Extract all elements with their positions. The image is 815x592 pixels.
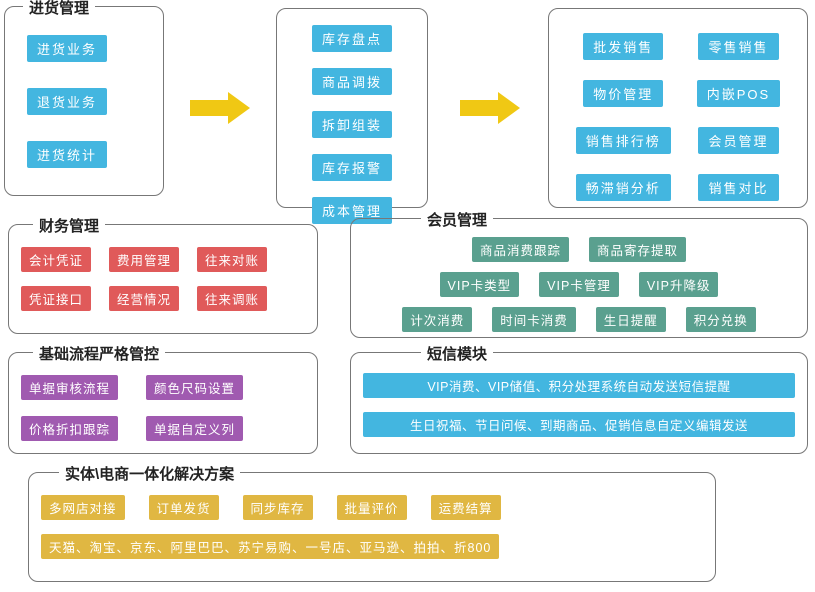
panel-ecommerce: 实体\电商一体化解决方案 多网店对接订单发货同步库存批量评价运费结算天猫、淘宝、… [28, 472, 716, 582]
purchase-items: 进货业务退货业务进货统计 [13, 31, 155, 172]
tag: 费用管理 [109, 247, 179, 272]
sales-cols: 批发销售物价管理销售排行榜畅滞销分析零售销售内嵌POS会员管理销售对比 [557, 29, 799, 205]
tag: 时间卡消费 [492, 307, 576, 332]
tag: 生日祝福、节日问候、到期商品、促销信息自定义编辑发送 [363, 412, 795, 437]
tag: 经营情况 [109, 286, 179, 311]
tag: 订单发货 [149, 495, 219, 520]
process-items: 单据审核流程 颜色尺码设置价格折扣跟踪 单据自定义列 [17, 371, 309, 445]
arrow-body [460, 100, 498, 116]
tag: 会员管理 [698, 127, 778, 154]
tag: 颜色尺码设置 [146, 375, 243, 400]
member-row: VIP卡类型 VIP卡管理 VIP升降级 [359, 268, 799, 301]
tag: 会计凭证 [21, 247, 91, 272]
panel-title-sms: 短信模块 [421, 343, 493, 364]
tag: 往来对账 [197, 247, 267, 272]
tag: 进货统计 [27, 141, 107, 168]
panel-process: 基础流程严格管控 单据审核流程颜色尺码设置价格折扣跟踪单据自定义列 [8, 352, 318, 454]
panel-title-purchase: 进货管理 [23, 0, 95, 18]
ecommerce-row: 天猫、淘宝、京东、阿里巴巴、苏宁易购、一号店、亚马逊、拍拍、折800 [37, 530, 707, 563]
tag: 进货业务 [27, 35, 107, 62]
sales-col: 零售销售内嵌POS 会员管理销售对比 [693, 29, 784, 205]
tag: 价格折扣跟踪 [21, 416, 118, 441]
tag: VIP卡类型 [440, 272, 520, 297]
sms-items: VIP消费、VIP储值、积分处理系统自动发送短信提醒生日祝福、节日问候、到期商品… [359, 369, 799, 441]
tag: 物价管理 [583, 80, 663, 107]
member-row: 商品消费跟踪商品寄存提取 [359, 233, 799, 266]
tag: 内嵌POS [697, 80, 780, 107]
arrow-head [228, 92, 250, 124]
tag: 商品寄存提取 [589, 237, 686, 262]
ecommerce-rows: 多网店对接订单发货同步库存批量评价运费结算天猫、淘宝、京东、阿里巴巴、苏宁易购、… [37, 491, 707, 563]
ecommerce-row: 多网店对接订单发货同步库存批量评价运费结算 [37, 491, 707, 524]
inventory-items: 库存盘点商品调拨拆卸组装库存报警成本管理 [285, 21, 419, 228]
tag: 库存报警 [312, 154, 392, 181]
panel-sales: 批发销售物价管理销售排行榜畅滞销分析零售销售内嵌POS会员管理销售对比 [548, 8, 808, 208]
tag: 单据自定义列 [146, 416, 243, 441]
member-row: 计次消费时间卡消费生日提醒积分兑换 [359, 303, 799, 336]
arrow-body [190, 100, 228, 116]
panel-inventory: 库存盘点商品调拨拆卸组装库存报警成本管理 [276, 8, 428, 208]
tag: VIP消费、VIP储值、积分处理系统自动发送短信提醒 [363, 373, 795, 398]
panel-title-member: 会员管理 [421, 209, 493, 230]
tag: 批发销售 [583, 33, 663, 60]
tag: 单据审核流程 [21, 375, 118, 400]
tag: 往来调账 [197, 286, 267, 311]
tag: 退货业务 [27, 88, 107, 115]
finance-items: 会计凭证费用管理往来对账凭证接口经营情况往来调账 [17, 243, 309, 315]
tag: 凭证接口 [21, 286, 91, 311]
arrow-head [498, 92, 520, 124]
tag: 拆卸组装 [312, 111, 392, 138]
tag: 零售销售 [698, 33, 778, 60]
tag: VIP升降级 [639, 272, 719, 297]
panel-purchase: 进货管理 进货业务退货业务进货统计 [4, 6, 164, 196]
tag: 天猫、淘宝、京东、阿里巴巴、苏宁易购、一号店、亚马逊、拍拍、折800 [41, 534, 499, 559]
member-rows: 商品消费跟踪商品寄存提取 VIP卡类型 VIP卡管理 VIP升降级计次消费时间卡消费生… [359, 233, 799, 336]
tag: 运费结算 [431, 495, 501, 520]
tag: 多网店对接 [41, 495, 125, 520]
tag: 商品消费跟踪 [472, 237, 569, 262]
tag: 畅滞销分析 [576, 174, 671, 201]
tag: 生日提醒 [596, 307, 666, 332]
panel-title-process: 基础流程严格管控 [33, 343, 165, 364]
tag: 同步库存 [243, 495, 313, 520]
tag: 计次消费 [402, 307, 472, 332]
panel-finance: 财务管理 会计凭证费用管理往来对账凭证接口经营情况往来调账 [8, 224, 318, 334]
tag: 积分兑换 [686, 307, 756, 332]
panel-title-finance: 财务管理 [33, 215, 105, 236]
tag: 库存盘点 [312, 25, 392, 52]
tag: 销售排行榜 [576, 127, 671, 154]
panel-member: 会员管理 商品消费跟踪商品寄存提取VIP卡类型VIP卡管理VIP升降级计次消费时… [350, 218, 808, 338]
tag: 商品调拨 [312, 68, 392, 95]
panel-sms: 短信模块 VIP消费、VIP储值、积分处理系统自动发送短信提醒生日祝福、节日问候… [350, 352, 808, 454]
tag: 销售对比 [698, 174, 778, 201]
panel-title-ecommerce: 实体\电商一体化解决方案 [59, 463, 240, 484]
tag: 批量评价 [337, 495, 407, 520]
tag: VIP卡管理 [539, 272, 619, 297]
sales-col: 批发销售物价管理销售排行榜畅滞销分析 [572, 29, 675, 205]
